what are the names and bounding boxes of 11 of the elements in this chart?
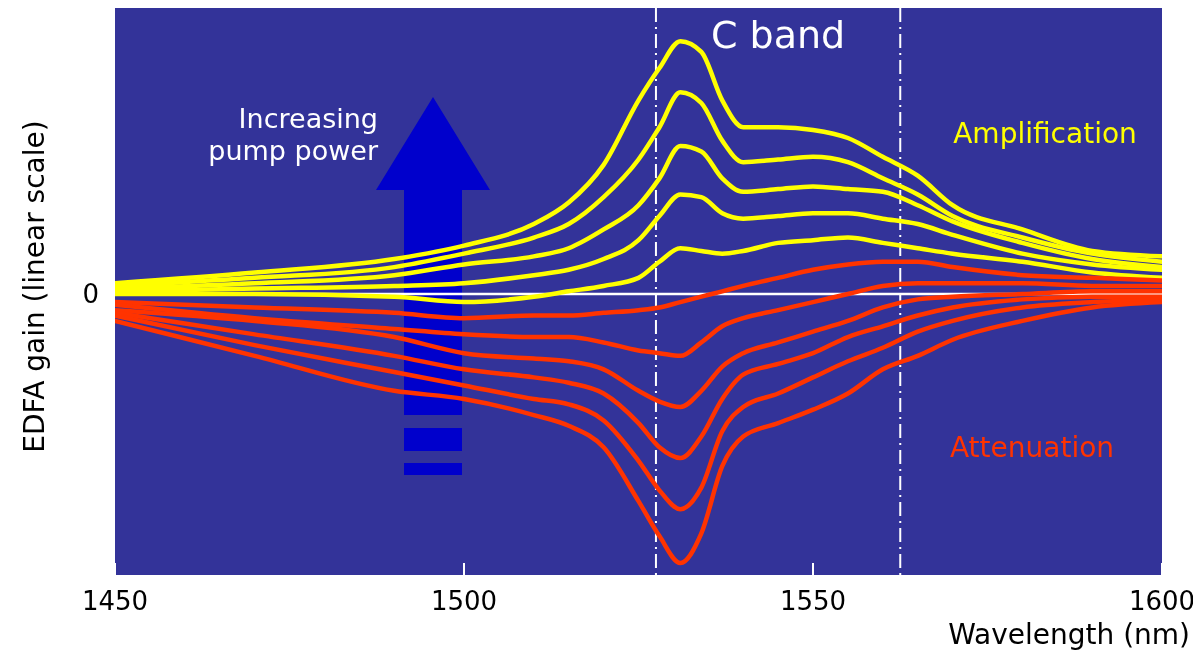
x-tick-label: 1450 <box>81 586 149 616</box>
x-tick-label: 1550 <box>779 586 847 616</box>
annotation: Attenuation <box>949 431 1115 464</box>
x-axis-title: Wavelength (nm) <box>948 618 1190 651</box>
y-axis-title: EDFA gain (linear scale) <box>18 120 51 453</box>
annotation: C band <box>710 13 846 57</box>
x-tick-label: 1500 <box>430 586 498 616</box>
x-tick-label: 1600 <box>1128 586 1193 616</box>
annotation: Increasing pump power <box>208 103 379 166</box>
annotation: Amplification <box>953 117 1137 150</box>
ref-line-label: 0 <box>82 279 99 309</box>
